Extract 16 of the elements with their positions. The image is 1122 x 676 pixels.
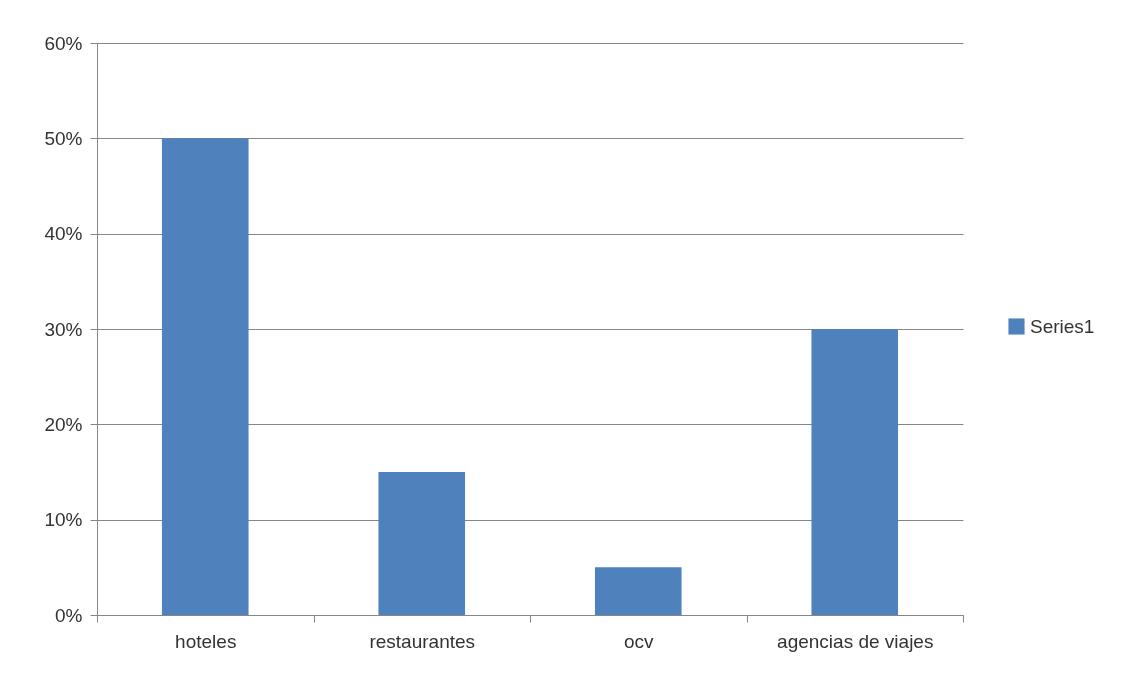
y-tick-label: 10% [44,509,83,531]
x-tick-label: hoteles [175,630,237,652]
y-tick-label: 0% [55,604,83,626]
bar [811,329,899,615]
y-tick-label: 30% [44,318,83,340]
x-tick-label: agencias de viajes [777,630,934,652]
x-tick-label: restaurantes [369,630,476,652]
y-tick-label: 50% [44,127,83,149]
legend-label: Series1 [1030,315,1095,337]
bar [161,138,249,615]
y-tick-label: 40% [44,223,83,245]
y-tick-label: 20% [44,413,83,435]
x-tick-label: ocv [623,630,655,652]
bar [594,567,682,615]
bar [378,472,466,615]
y-tick-label: 60% [44,32,83,54]
